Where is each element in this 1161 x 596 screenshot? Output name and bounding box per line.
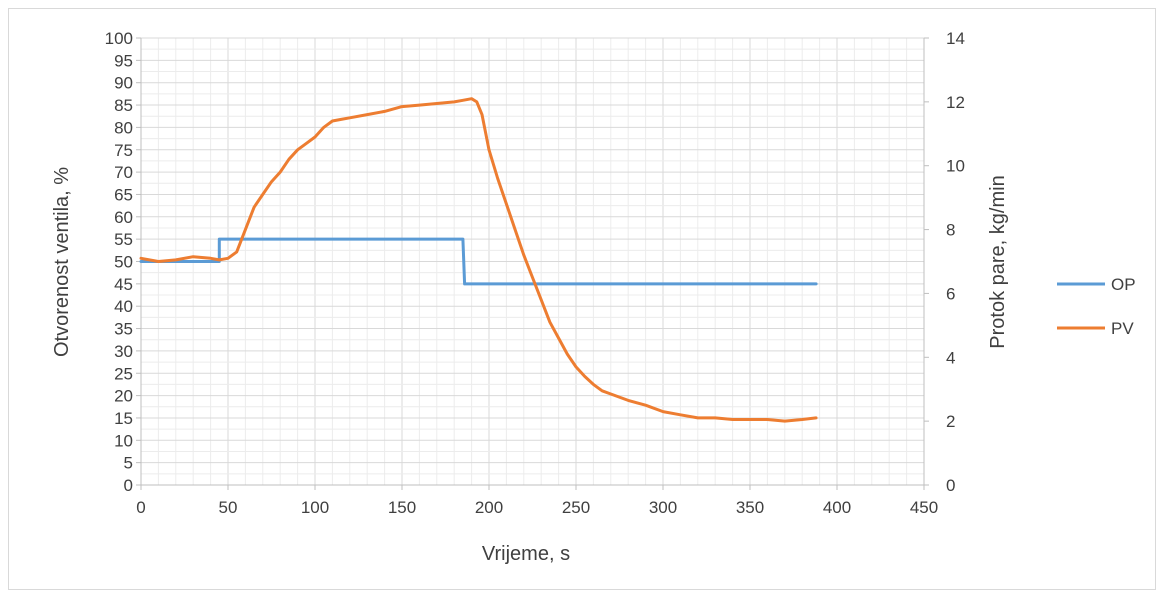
tick-labels: 0 50 100 150 200 250 300 350 400 4500510152025303… xyxy=(105,29,965,517)
left-y-tick-label: 90 xyxy=(114,74,133,93)
right-y-tick-label: 8 xyxy=(946,221,955,240)
right-y-tick-label: 4 xyxy=(946,348,955,367)
left-y-tick-label: 50 xyxy=(114,253,133,272)
right-y-tick-label: 6 xyxy=(946,284,955,303)
x-tick-label: 450 xyxy=(910,498,938,517)
left-y-tick-label: 55 xyxy=(114,230,133,249)
legend-label-pv: PV xyxy=(1111,319,1134,338)
left-y-axis-title: Otvorenost ventila, % xyxy=(51,167,73,357)
right-y-tick-label: 14 xyxy=(946,29,965,48)
left-y-tick-label: 0 xyxy=(124,476,133,495)
left-y-tick-label: 20 xyxy=(114,387,133,406)
legend: OP PV xyxy=(1057,275,1136,338)
legend-label-op: OP xyxy=(1111,275,1136,294)
x-tick-label: 200 xyxy=(475,498,503,517)
left-y-tick-label: 85 xyxy=(114,96,133,115)
x-tick-label: 350 xyxy=(736,498,764,517)
left-y-tick-label: 40 xyxy=(114,297,133,316)
x-tick-label: 250 xyxy=(562,498,590,517)
left-y-tick-label: 25 xyxy=(114,364,133,383)
x-tick-label: 300 xyxy=(649,498,677,517)
left-y-tick-label: 80 xyxy=(114,118,133,137)
right-y-tick-label: 10 xyxy=(946,157,965,176)
x-tick-label: 400 xyxy=(823,498,851,517)
x-tick-label: 100 xyxy=(301,498,329,517)
x-axis-title: Vrijeme, s xyxy=(482,543,570,565)
x-tick-label: 50 xyxy=(219,498,238,517)
left-y-tick-label: 70 xyxy=(114,163,133,182)
series-layer xyxy=(139,97,818,423)
axes xyxy=(136,37,929,490)
left-y-tick-label: 10 xyxy=(114,431,133,450)
x-tick-label: 150 xyxy=(388,498,416,517)
right-y-tick-label: 0 xyxy=(946,476,955,495)
left-y-tick-label: 5 xyxy=(124,454,133,473)
right-y-axis-title: Protok pare, kg/min xyxy=(987,175,1009,348)
left-y-tick-label: 75 xyxy=(114,141,133,160)
left-y-tick-label: 35 xyxy=(114,320,133,339)
x-tick-label: 0 xyxy=(136,498,145,517)
series-line-op xyxy=(139,237,818,286)
left-y-tick-label: 60 xyxy=(114,208,133,227)
left-y-tick-label: 95 xyxy=(114,51,133,70)
left-y-tick-label: 45 xyxy=(114,275,133,294)
left-y-tick-label: 100 xyxy=(105,29,133,48)
right-y-tick-label: 2 xyxy=(946,412,955,431)
right-y-tick-label: 12 xyxy=(946,93,965,112)
left-y-tick-label: 65 xyxy=(114,185,133,204)
left-y-tick-label: 30 xyxy=(114,342,133,361)
series-line-pv xyxy=(139,97,818,423)
left-y-tick-label: 15 xyxy=(114,409,133,428)
